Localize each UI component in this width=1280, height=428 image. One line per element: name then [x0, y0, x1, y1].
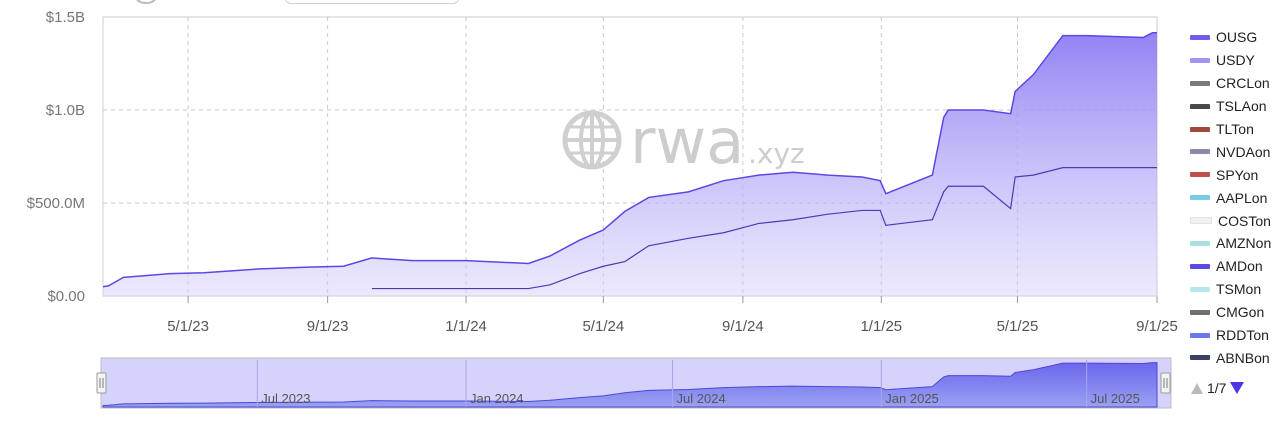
legend-swatch: [1190, 286, 1210, 292]
legend-swatch: [1190, 263, 1210, 269]
navigator[interactable]: Jul 2023 Jan 2024 Jul 2024 Jan 2025 Jul 2025: [96, 357, 1172, 409]
legend-label: USDY: [1216, 52, 1255, 69]
navigator-handle-right[interactable]: [1160, 372, 1171, 394]
legend-swatch: [1190, 332, 1210, 338]
y-tick-label: $1.0B: [46, 102, 85, 119]
legend-swatch: [1190, 103, 1210, 109]
navigator-handle-left[interactable]: [96, 372, 107, 394]
legend-label: RDDTon: [1216, 327, 1269, 344]
legend-label: CRCLon: [1216, 75, 1270, 92]
x-tick-label: 1/1/24: [445, 318, 487, 335]
legend-swatch: [1190, 34, 1210, 40]
legend-swatch: [1190, 217, 1212, 225]
legend-label: ABNBon: [1216, 349, 1270, 366]
legend-swatch: [1190, 355, 1210, 361]
x-tick-label: 9/1/24: [722, 318, 764, 335]
y-tick-label: $500.0M: [27, 195, 85, 212]
series-area-usdy: [103, 32, 1157, 297]
series-line-usdy: [102, 32, 1157, 288]
legend-swatch: [1190, 149, 1210, 155]
legend-label: AAPLon: [1216, 189, 1268, 206]
watermark-brand: rwa: [630, 105, 744, 178]
legend-label: AMDon: [1216, 258, 1263, 275]
legend-swatch: [1190, 57, 1210, 63]
legend-swatch: [1190, 195, 1210, 201]
legend-item-usdy[interactable]: USDY: [1190, 49, 1280, 72]
legend-item-tlton[interactable]: TLTon: [1190, 118, 1280, 141]
navigator-label: Jan 2025: [885, 391, 939, 406]
legend-item-aaplon[interactable]: AAPLon: [1190, 186, 1280, 209]
legend-label: COSTon: [1218, 212, 1271, 229]
x-tick-label: 9/1/23: [307, 318, 349, 335]
navigator-area: [102, 362, 1158, 408]
legend: OUSG USDY CRCLon TSLAon TLTon NVDAon SPYon AAPL…: [1190, 26, 1280, 369]
navigator-label: Jul 2023: [261, 391, 310, 406]
navigator-label: Jul 2025: [1091, 391, 1140, 406]
legend-item-abnbon[interactable]: ABNBon: [1190, 346, 1280, 369]
legend-item-coston[interactable]: COSTon: [1190, 209, 1280, 232]
series-line-ousg: [371, 167, 1157, 290]
legend-label: AMZNon: [1216, 235, 1272, 252]
legend-label: CMGon: [1216, 304, 1265, 321]
x-tick-label: 9/1/25: [1136, 318, 1178, 335]
navigator-label: Jul 2024: [677, 391, 726, 406]
legend-pager: 1/7: [1191, 380, 1245, 396]
legend-label: OUSG: [1216, 29, 1258, 46]
legend-item-amdon[interactable]: AMDon: [1190, 255, 1280, 278]
legend-label: TLTon: [1216, 121, 1254, 137]
legend-item-tsmon[interactable]: TSMon: [1190, 278, 1280, 301]
legend-swatch: [1190, 172, 1210, 178]
legend-label: SPYon: [1216, 166, 1259, 183]
x-tick-label: 5/1/25: [997, 318, 1039, 335]
x-tick-label: 1/1/25: [860, 318, 902, 335]
legend-label: NVDAon: [1216, 143, 1271, 160]
legend-item-amznon[interactable]: AMZNon: [1190, 232, 1280, 255]
x-tick-label: 5/1/23: [167, 318, 209, 335]
pager-up-icon[interactable]: [1191, 382, 1203, 394]
legend-item-tslaon[interactable]: TSLAon: [1190, 95, 1280, 118]
legend-swatch: [1190, 80, 1210, 86]
x-tick-label: 5/1/24: [582, 318, 624, 335]
legend-label: TSMon: [1216, 281, 1262, 298]
legend-item-spyon[interactable]: SPYon: [1190, 163, 1280, 186]
legend-swatch: [1190, 309, 1210, 315]
watermark-suffix: .xyz: [748, 137, 805, 170]
axes: $0.00 $500.0M $1.0B $1.5B 5/1/23 9/1/23 1/1/24…: [27, 9, 1178, 335]
y-tick-label: $0.00: [47, 288, 85, 305]
watermark: rwa .xyz: [562, 105, 805, 178]
legend-item-crclon[interactable]: CRCLon: [1190, 72, 1280, 95]
pager-down-icon[interactable]: [1230, 382, 1245, 394]
legend-item-nvdaon[interactable]: NVDAon: [1190, 140, 1280, 163]
y-tick-label: $1.5B: [46, 9, 85, 26]
pager-text: 1/7: [1207, 380, 1227, 396]
legend-item-rddton[interactable]: RDDTon: [1190, 324, 1280, 347]
navigator-label: Jan 2024: [470, 391, 523, 406]
legend-item-cmgon[interactable]: CMGon: [1190, 301, 1280, 324]
legend-swatch: [1190, 126, 1210, 132]
legend-swatch: [1190, 240, 1210, 246]
legend-label: TSLAon: [1216, 98, 1267, 115]
legend-item-ousg[interactable]: OUSG: [1190, 26, 1280, 49]
series-areas: [102, 32, 1157, 297]
